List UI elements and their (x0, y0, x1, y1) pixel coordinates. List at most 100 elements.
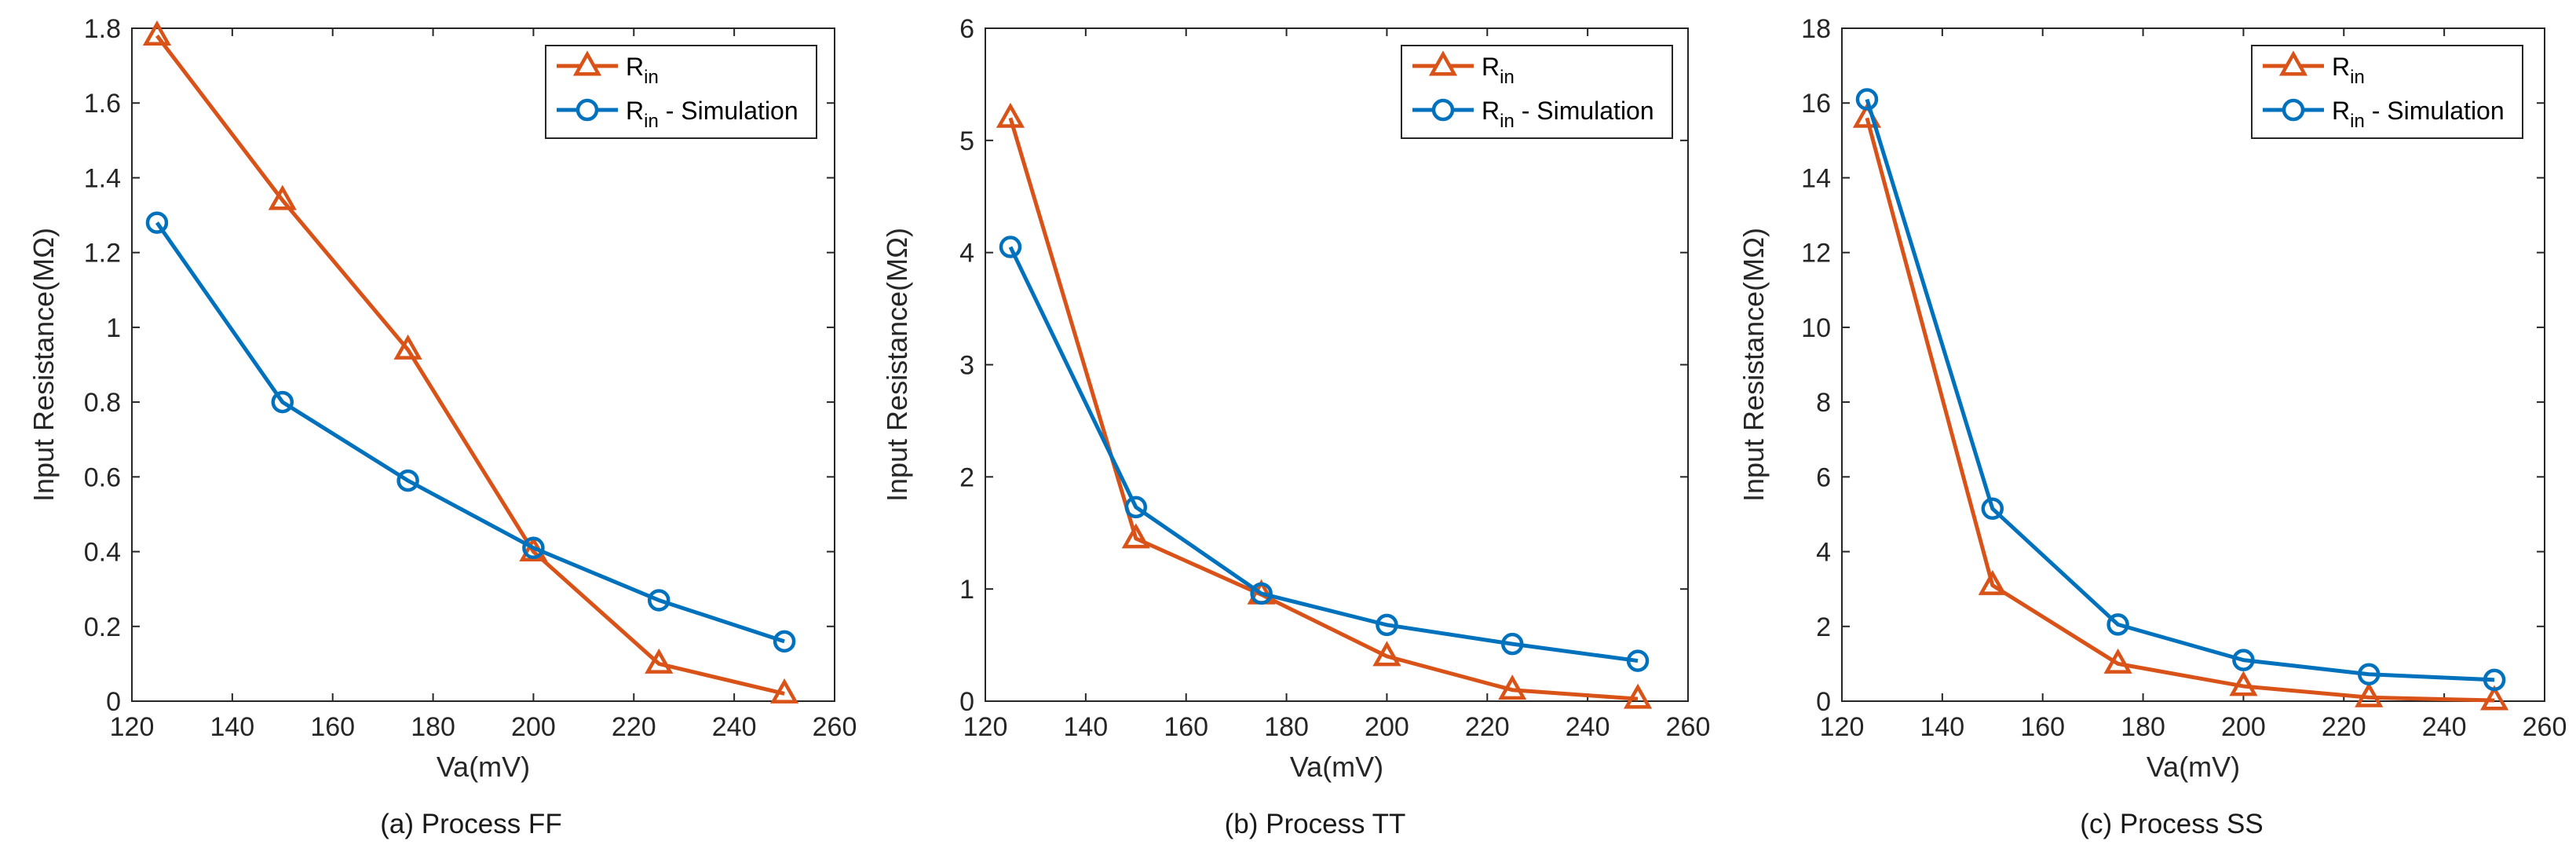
x-tick-label: 160 (1164, 712, 1208, 742)
triangle-marker (268, 185, 297, 210)
y-tick-label: 6 (1816, 462, 1831, 492)
triangle-marker (1372, 641, 1401, 667)
legend-triangle-marker (2278, 50, 2308, 76)
chart-panel-2: 120 140 160 180 200 220 240 260 0 2 4 6 8 10 12 14 16 18 V… (1737, 14, 2567, 783)
y-tick-label: 0.6 (84, 462, 121, 492)
y-tick-label: 10 (1801, 313, 1831, 343)
circle-marker (1124, 495, 1148, 519)
x-tick-label: 240 (1566, 712, 1610, 742)
triangle-marker (996, 102, 1025, 128)
triangle-marker (2479, 685, 2509, 711)
x-tick-label: 140 (1920, 712, 1964, 742)
y-tick-label: 0.8 (84, 388, 121, 418)
x-tick-label: 140 (1063, 712, 1108, 742)
x-tick-label: 260 (2523, 712, 2567, 742)
y-tick-label: 16 (1801, 89, 1831, 119)
circle-marker (522, 536, 545, 560)
x-tick-label: 180 (411, 712, 455, 742)
circle-marker (396, 469, 419, 492)
legend-triangle-marker (1428, 50, 1458, 76)
caption-c: (c) Process SS (2080, 809, 2264, 839)
y-tick-label: 8 (1816, 388, 1831, 418)
circle-marker (1376, 613, 1398, 637)
y-tick-label: 2 (1816, 612, 1831, 642)
circle-marker (773, 630, 796, 653)
y-tick-label: 2 (959, 462, 974, 492)
legend-entry: Rin (1412, 50, 1515, 88)
chart-panel-1: 120 140 160 180 200 220 240 260 0 1 2 3 4 5 6 Va(mV) Inp… (881, 14, 1710, 783)
circle-marker (145, 211, 169, 234)
caption-a: (a) Process FF (380, 809, 562, 839)
y-tick-label: 1.4 (84, 163, 121, 193)
legend-label: Rin - Simulation (626, 97, 798, 132)
y-tick-label: 1 (106, 313, 121, 343)
legend-label: Rin - Simulation (1482, 97, 1654, 132)
circle-marker (271, 390, 294, 414)
y-tick-label: 5 (959, 126, 974, 156)
x-tick-label: 220 (1465, 712, 1510, 742)
triangle-marker (1623, 683, 1653, 709)
triangle-marker (2355, 682, 2384, 707)
x-tick-label: 240 (712, 712, 757, 742)
x-tick-label: 200 (1365, 712, 1409, 742)
y-axis-label: Input Resistance(MΩ) (27, 228, 60, 502)
legend-circle-marker (2282, 98, 2305, 122)
legend-entry: Rin (2263, 50, 2365, 88)
series-line (1008, 117, 1639, 701)
series-rin (1852, 102, 2509, 711)
legend-label: Rin (626, 53, 659, 88)
series-line (1008, 246, 1639, 663)
circle-marker (2106, 613, 2129, 636)
triangle-marker (393, 334, 422, 360)
triangle-marker (2229, 671, 2258, 696)
y-tick-label: 0 (959, 687, 974, 717)
series-rin-simulation (999, 236, 1650, 672)
series-line (155, 221, 785, 644)
y-tick-label: 1 (959, 575, 974, 605)
series-line (1865, 117, 2495, 703)
y-axis-label: Input Resistance(MΩ) (881, 228, 913, 502)
legend-triangle-marker (572, 50, 602, 76)
series-rin-simulation (145, 211, 796, 653)
legend-entry: Rin (557, 50, 659, 88)
circle-marker (1855, 88, 1879, 111)
y-tick-label: 1.2 (84, 239, 121, 269)
legend-circle-marker (1431, 98, 1455, 122)
legend-circle-marker (575, 98, 599, 122)
circle-marker (2232, 649, 2255, 671)
plot-area (985, 27, 1689, 702)
y-tick-label: 1.6 (84, 89, 121, 119)
legend: Rin Rin - Simulation (545, 45, 817, 139)
legend-entry: Rin - Simulation (2263, 97, 2505, 132)
triangle-marker (142, 20, 172, 46)
x-tick-label: 200 (511, 712, 556, 742)
y-tick-label: 1.8 (84, 14, 121, 44)
x-tick-label: 160 (2020, 712, 2065, 742)
x-axis-label: Va(mV) (1290, 751, 1383, 783)
triangle-marker (2103, 648, 2132, 674)
caption-b: (b) Process TT (1224, 809, 1406, 839)
circle-marker (1501, 632, 1524, 656)
legend-label: Rin (1482, 53, 1515, 88)
legend: Rin Rin - Simulation (2251, 45, 2523, 139)
y-tick-label: 0 (106, 687, 121, 717)
x-tick-label: 260 (813, 712, 857, 742)
circle-marker (1626, 649, 1650, 672)
legend-label: Rin (2332, 53, 2365, 88)
circle-marker (1981, 497, 2004, 521)
legend-entry: Rin - Simulation (557, 97, 798, 132)
series-line (1865, 98, 2495, 682)
x-tick-label: 220 (612, 712, 656, 742)
legend: Rin Rin - Simulation (1401, 45, 1673, 139)
y-tick-label: 0 (1816, 687, 1831, 717)
y-tick-label: 12 (1801, 239, 1831, 269)
plot-area (131, 27, 835, 702)
y-tick-label: 4 (1816, 538, 1831, 568)
chart-panel-0: 120 140 160 180 200 220 240 260 0 0.2 0.4 0.6 0.8 1 1.… (27, 14, 857, 783)
x-axis-label: Va(mV) (2147, 751, 2240, 783)
circle-marker (648, 589, 670, 612)
x-tick-label: 120 (110, 712, 155, 742)
y-tick-label: 14 (1801, 163, 1831, 193)
x-tick-label: 260 (1666, 712, 1711, 742)
